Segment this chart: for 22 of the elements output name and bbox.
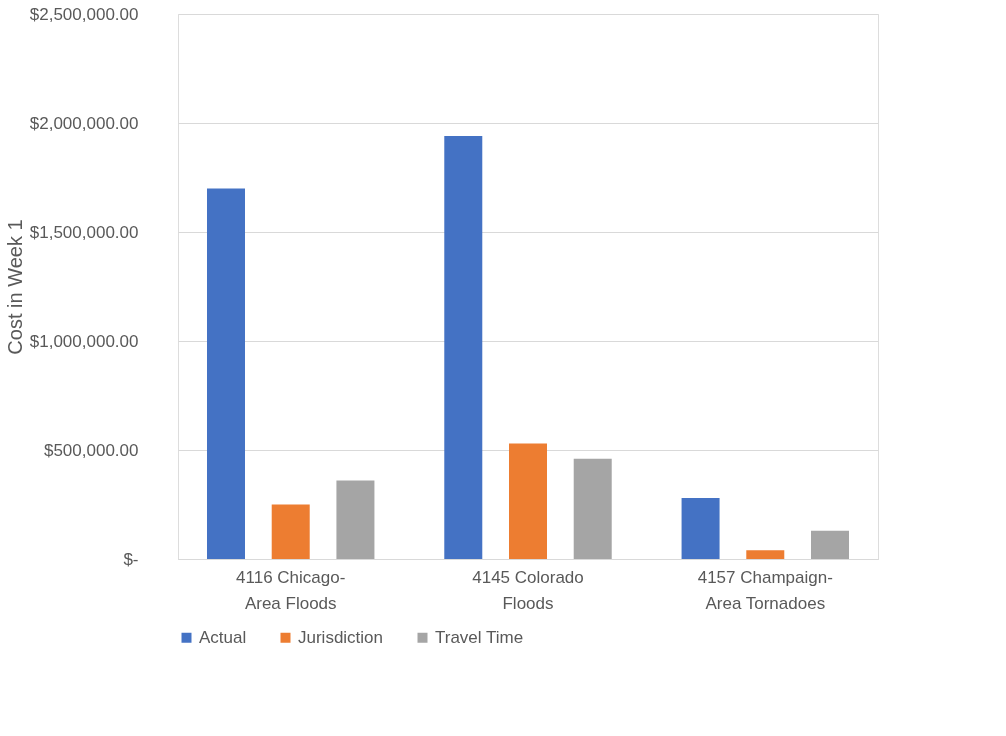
x-tick-label: 4157 Champaign- Area Tornadoes xyxy=(697,567,833,613)
y-tick-label: $500,000.00 xyxy=(43,440,139,460)
bar xyxy=(444,136,483,559)
bar xyxy=(811,530,849,559)
legend-label: Actual xyxy=(199,627,247,647)
legend-label: Jurisdiction xyxy=(298,627,384,647)
x-tick-label: 4145 Colorado Floods xyxy=(472,567,584,613)
legend-label: Travel Time xyxy=(435,627,524,647)
y-tick-label: $1,000,000.00 xyxy=(29,331,139,351)
y-tick-label: $- xyxy=(123,549,139,569)
bar xyxy=(681,497,720,559)
bar xyxy=(207,188,245,559)
bar xyxy=(746,550,785,559)
bar xyxy=(509,443,547,559)
x-tick-label: 4116 Chicago- Area Floods xyxy=(236,567,346,613)
y-axis-title: Cost in Week 1 xyxy=(3,219,26,355)
bar xyxy=(336,480,375,559)
bar xyxy=(573,458,612,559)
y-tick-label: $2,000,000.00 xyxy=(29,113,139,133)
y-tick-label: $2,500,000.00 xyxy=(29,4,139,24)
bar xyxy=(271,504,310,559)
y-tick-label: $1,500,000.00 xyxy=(29,222,139,242)
